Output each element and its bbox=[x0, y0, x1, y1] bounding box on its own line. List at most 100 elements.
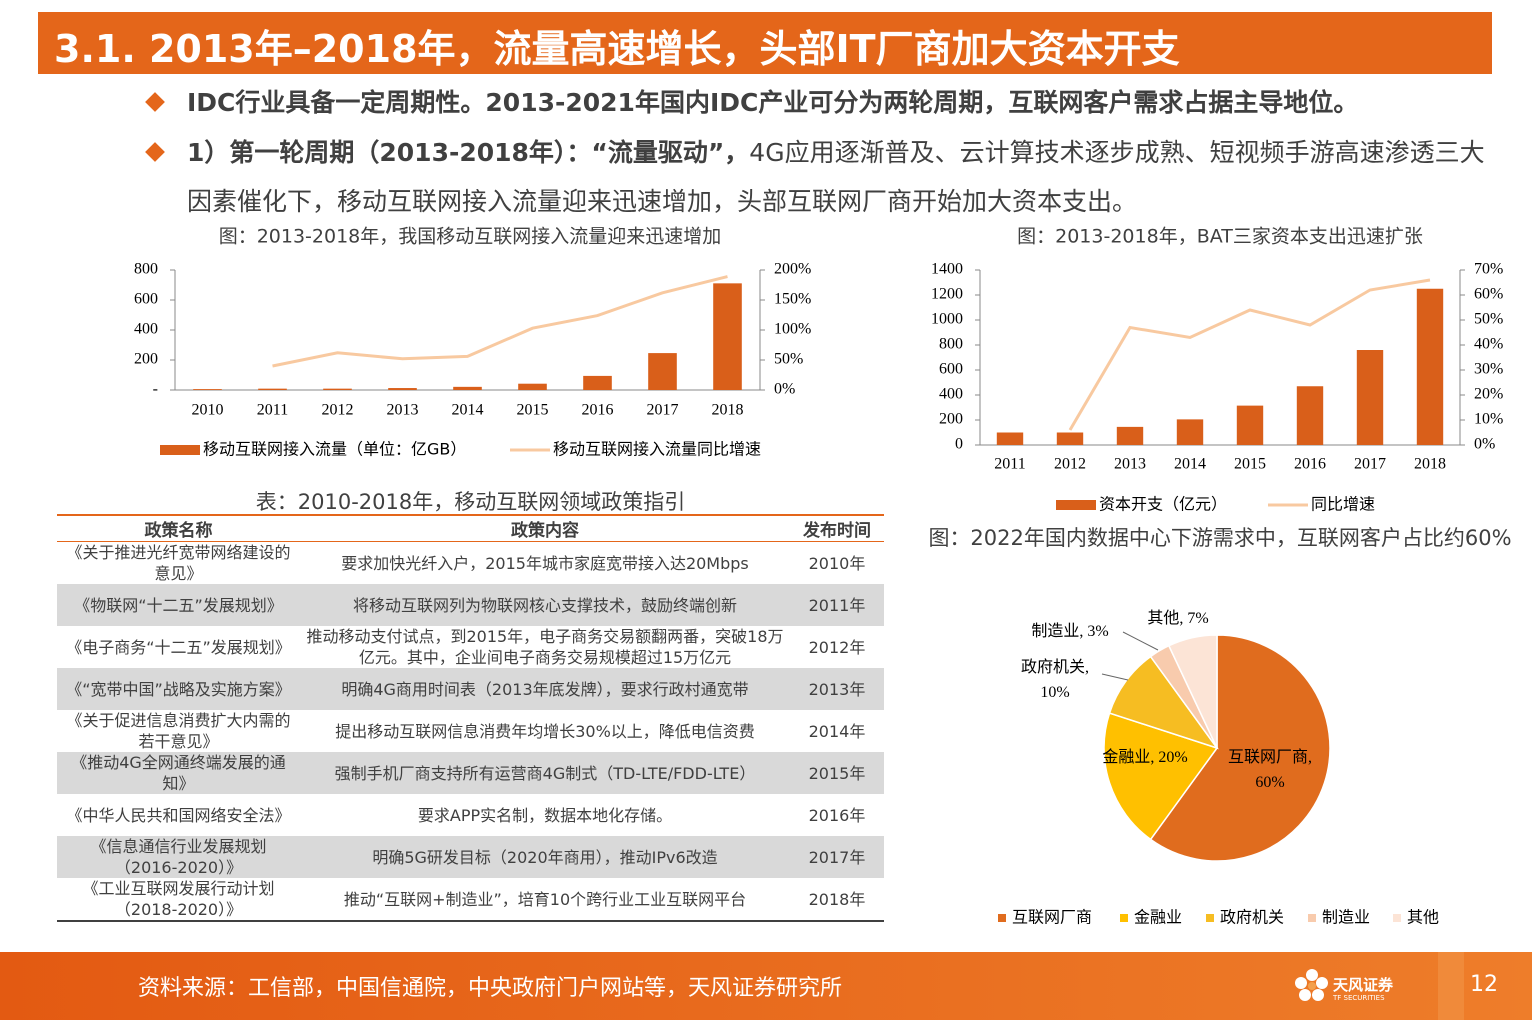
bar bbox=[518, 383, 547, 390]
legend-label: 政府机关 bbox=[1220, 908, 1284, 927]
table-cell: 推动“互联网+制造业”，培育10个跨行业工业互联网平台 bbox=[343, 889, 747, 909]
legend-swatch bbox=[998, 914, 1006, 922]
legend-label: 其他 bbox=[1407, 908, 1439, 927]
y-tick-label: - bbox=[153, 381, 158, 398]
table-cell: 2017年 bbox=[790, 836, 884, 878]
footer-accent bbox=[1438, 952, 1464, 1020]
y-tick-label: 200 bbox=[134, 351, 158, 368]
y2-tick-label: 200% bbox=[774, 261, 811, 278]
pie-slice bbox=[1108, 655, 1219, 750]
legend-swatch bbox=[1056, 500, 1096, 510]
table-cell: 明确4G商用时间表（2013年底发牌），要求行政村通宽带 bbox=[300, 668, 790, 710]
charts: 图：2013-2018年，我国移动互联网接入流量迎来迅速增加 - 200 400 600… bbox=[134, 226, 1503, 927]
bar bbox=[258, 388, 287, 390]
y-tick-label: 800 bbox=[939, 336, 963, 353]
table-cell: 《物联网“十二五”发展规划》 bbox=[57, 584, 300, 626]
y2-tick-label: 0% bbox=[1474, 436, 1495, 453]
table-cell: 《中华人民共和国网络安全法》 bbox=[66, 805, 291, 825]
bar bbox=[583, 375, 612, 390]
x-tick-label: 2016 bbox=[582, 402, 614, 419]
pie-slice bbox=[1103, 712, 1219, 841]
table-title: 表：2010-2018年，移动互联网领域政策指引 bbox=[255, 490, 686, 514]
bar bbox=[713, 283, 742, 390]
bar bbox=[1116, 426, 1144, 445]
y-tick-label: 0 bbox=[955, 436, 963, 453]
data-label: 其他, 7% bbox=[1147, 610, 1209, 627]
legend-label: 同比增速 bbox=[1311, 495, 1375, 514]
bar bbox=[1236, 405, 1264, 445]
x-tick-label: 2012 bbox=[322, 402, 354, 419]
table-cell: 2014年 bbox=[808, 721, 866, 741]
legend-swatch bbox=[160, 445, 200, 455]
y-tick-label: 400 bbox=[939, 386, 963, 403]
table-row: 《物联网“十二五”发展规划》 将移动互联网列为物联网核心支撑技术，鼓励终端创新 20… bbox=[57, 584, 884, 626]
bar bbox=[996, 432, 1024, 445]
legend-label: 制造业 bbox=[1322, 908, 1370, 927]
column-header: 政策内容 bbox=[300, 515, 790, 542]
legend-swatch bbox=[1308, 914, 1316, 922]
table-cell: 2010年 bbox=[808, 553, 866, 573]
bar bbox=[1056, 432, 1084, 445]
table-cell: 明确5G研发目标（2020年商用），推动IPv6改造 bbox=[300, 836, 790, 878]
y-tick-label: 600 bbox=[134, 291, 158, 308]
legend-label: 互联网厂商 bbox=[1012, 908, 1092, 927]
data-label: 制造业, 3% bbox=[1031, 623, 1109, 640]
y2-tick-label: 60% bbox=[1474, 286, 1503, 303]
table-cell: 《关于促进信息消费扩大内需的若干意见》 bbox=[66, 711, 291, 751]
x-tick-label: 2014 bbox=[452, 402, 484, 419]
x-tick-label: 2011 bbox=[994, 456, 1025, 473]
legend-label: 移动互联网接入流量（单位：亿GB） bbox=[203, 440, 466, 459]
slide-title: 3.1. 2013年–2018年，流量高速增长，头部IT厂商加大资本开支 bbox=[54, 27, 1180, 71]
x-tick-label: 2016 bbox=[1294, 456, 1326, 473]
table-cell: 要求加快光纤入户，2015年城市家庭宽带接入达20Mbps bbox=[341, 553, 749, 573]
leader-line bbox=[1122, 631, 1159, 651]
bar bbox=[1296, 386, 1324, 445]
data-label: 政府机关, 10% bbox=[1020, 659, 1089, 701]
table-cell: 《推动4G全网通终端发展的通知》 bbox=[57, 752, 300, 794]
y2-tick-label: 50% bbox=[1474, 311, 1503, 328]
table-cell: 《关于推进光纤宽带网络建设的意见》 bbox=[66, 543, 291, 583]
table-row: 《工业互联网发展行动计划（2018-2020）》 推动“互联网+制造业”，培育10… bbox=[57, 878, 884, 921]
legend-swatch bbox=[1393, 914, 1401, 922]
y-tick-label: 400 bbox=[134, 321, 158, 338]
x-tick-label: 2010 bbox=[192, 402, 224, 419]
y2-tick-label: 150% bbox=[774, 291, 811, 308]
table-cell: 2012年 bbox=[808, 637, 866, 657]
x-tick-label: 2011 bbox=[257, 402, 288, 419]
table-row: 《“宽带中国”战略及实施方案》 明确4G商用时间表（2013年底发牌），要求行政村… bbox=[57, 668, 884, 710]
logo-subtext: TF SECURITIES bbox=[1333, 994, 1385, 1002]
table-cell: 2013年 bbox=[790, 668, 884, 710]
table-cell: 《工业互联网发展行动计划（2018-2020）》 bbox=[82, 879, 275, 919]
table-cell: 2016年 bbox=[808, 805, 866, 825]
y2-tick-label: 20% bbox=[1474, 386, 1503, 403]
y2-tick-label: 30% bbox=[1474, 361, 1503, 378]
x-tick-label: 2013 bbox=[1114, 456, 1146, 473]
pie-slice bbox=[1149, 634, 1331, 862]
line bbox=[272, 275, 728, 368]
x-tick-label: 2017 bbox=[647, 402, 679, 419]
table-body: 《关于推进光纤宽带网络建设的意见》 要求加快光纤入户，2015年城市家庭宽带接入达… bbox=[57, 542, 884, 922]
bar bbox=[388, 388, 417, 390]
logo-icon bbox=[1295, 969, 1328, 1001]
y-tick-label: 200 bbox=[939, 411, 963, 428]
table-cell: 将移动互联网列为物联网核心支撑技术，鼓励终端创新 bbox=[300, 584, 790, 626]
footer-bar: 资料来源：工信部，中国信通院，中央政府门户网站等，天风证券研究所 天风证券 TF… bbox=[0, 952, 1532, 1020]
x-tick-label: 2018 bbox=[712, 402, 744, 419]
y2-tick-label: 50% bbox=[774, 351, 803, 368]
data-label: 金融业, 20% bbox=[1102, 749, 1188, 766]
x-tick-label: 2018 bbox=[1414, 456, 1446, 473]
y2-tick-label: 0% bbox=[774, 381, 795, 398]
table-cell: 提出移动互联网信息消费年均增长30%以上，降低电信资费 bbox=[335, 721, 755, 741]
bar bbox=[323, 388, 352, 390]
y-tick-label: 600 bbox=[939, 361, 963, 378]
table-cell: 要求APP实名制，数据本地化存储。 bbox=[417, 805, 673, 825]
x-tick-label: 2012 bbox=[1054, 456, 1086, 473]
legend-label: 金融业 bbox=[1134, 908, 1182, 927]
bullet-bold: 1）第一轮周期（2013-2018年）：“流量驱动”， bbox=[187, 138, 750, 167]
y-tick-label: 1000 bbox=[931, 311, 963, 328]
table-cell: 推动移动支付试点，到2015年，电子商务交易额翻两番，突破18万亿元。其中，企业… bbox=[306, 627, 784, 667]
y-tick-label: 1400 bbox=[931, 261, 963, 278]
column-header: 政策名称 bbox=[57, 515, 300, 542]
page-number: 12 bbox=[1470, 972, 1498, 997]
